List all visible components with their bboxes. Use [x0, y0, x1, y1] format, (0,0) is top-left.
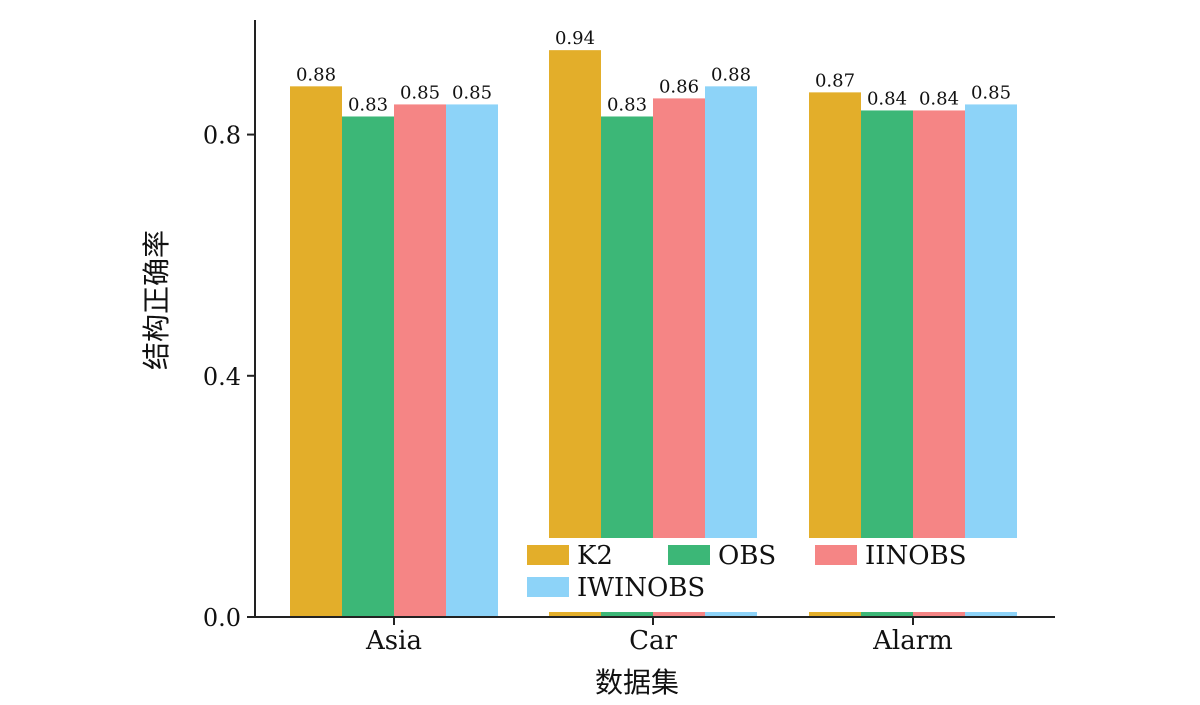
bar-k2-alarm — [809, 92, 861, 617]
value-label-k2-car: 0.94 — [555, 28, 595, 49]
value-label-obs-asia: 0.83 — [348, 94, 388, 115]
value-labels-layer: 0.88 0.83 0.85 0.85 0.94 0.83 0.86 0.88 0.87 0.84… — [296, 28, 1011, 115]
y-tick-label: 0.8 — [203, 122, 241, 150]
value-label-iinobs-car: 0.86 — [659, 76, 699, 97]
value-label-k2-asia: 0.88 — [296, 64, 336, 85]
bar-iwinobs-car — [705, 86, 757, 618]
bar-iinobs-asia — [394, 104, 446, 617]
value-label-iwinobs-car: 0.88 — [711, 64, 751, 85]
y-axis-title: 结构正确率 — [140, 230, 173, 370]
bar-obs-car — [601, 116, 653, 617]
value-label-k2-alarm: 0.87 — [815, 70, 855, 91]
legend-swatch-iwinobs — [527, 577, 569, 597]
x-tick-label-car: Car — [629, 626, 677, 656]
value-label-iinobs-asia: 0.85 — [400, 82, 440, 103]
ticks-layer: 0.0 0.4 0.8 Asia Car Alarm — [203, 122, 953, 656]
axes-layer — [254, 20, 1055, 618]
bar-obs-alarm — [861, 110, 913, 618]
value-label-iinobs-alarm: 0.84 — [919, 88, 959, 109]
legend-label-iinobs: IINOBS — [865, 541, 967, 571]
value-label-obs-alarm: 0.84 — [867, 88, 907, 109]
value-label-iwinobs-asia: 0.85 — [452, 82, 492, 103]
bar-k2-asia — [290, 86, 342, 618]
bar-obs-asia — [342, 116, 394, 617]
x-tick-label-asia: Asia — [365, 626, 422, 656]
y-tick-label: 0.4 — [203, 363, 241, 391]
legend: K2 OBS IINOBS IWINOBS — [520, 538, 1060, 612]
bars-layer — [290, 50, 1017, 618]
value-label-iwinobs-alarm: 0.85 — [971, 82, 1011, 103]
bar-iinobs-car — [653, 98, 705, 618]
x-tick-label-alarm: Alarm — [872, 626, 953, 656]
bar-iwinobs-alarm — [965, 104, 1017, 617]
legend-label-obs: OBS — [718, 541, 776, 571]
legend-swatch-k2 — [527, 545, 569, 565]
legend-label-iwinobs: IWINOBS — [577, 573, 705, 603]
legend-background — [520, 538, 1060, 612]
bar-iwinobs-asia — [446, 104, 498, 617]
bar-k2-car — [549, 50, 601, 618]
legend-label-k2: K2 — [577, 541, 613, 571]
bar-iinobs-alarm — [913, 110, 965, 618]
x-axis-title: 数据集 — [595, 666, 679, 699]
y-tick-label: 0.0 — [203, 604, 241, 632]
legend-swatch-obs — [668, 545, 710, 565]
legend-swatch-iinobs — [815, 545, 857, 565]
value-label-obs-car: 0.83 — [607, 94, 647, 115]
